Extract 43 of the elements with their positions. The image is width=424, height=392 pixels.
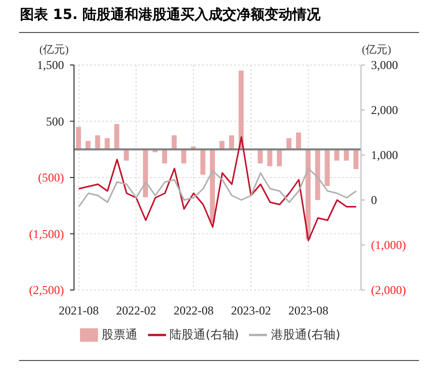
bar — [276, 149, 282, 166]
legend-label: 股票通 — [102, 327, 138, 342]
line-series — [78, 136, 357, 242]
bar — [267, 149, 272, 166]
y-tick-label: (1,500) — [29, 226, 64, 241]
x-tick-label: 2023-08 — [288, 304, 328, 318]
bar — [104, 138, 110, 150]
y2-tick-label: 1,000 — [371, 148, 398, 162]
x-tick-label: 2022-02 — [116, 304, 156, 318]
bar — [296, 132, 302, 150]
chart-title: 图表 15. 陆股通和港股通买入成交净额变动情况 — [20, 6, 321, 24]
x-tick-label: 2023-02 — [230, 304, 271, 318]
legend-label: 陆股通(右轴) — [170, 327, 239, 342]
y-axis-title: (亿元) — [39, 44, 69, 56]
y2-tick-label: 3,000 — [371, 58, 398, 72]
y-tick-label: 500 — [46, 114, 64, 128]
bar — [172, 135, 177, 150]
bar — [286, 138, 292, 150]
bar — [95, 135, 100, 150]
bar — [353, 149, 358, 170]
x-tick-label: 2021-08 — [58, 304, 99, 318]
y2-tick-label: 2,000 — [371, 103, 398, 117]
bar — [162, 149, 168, 164]
bar — [181, 149, 186, 164]
bar — [114, 124, 120, 150]
bar — [258, 149, 263, 164]
bar — [76, 126, 81, 150]
bar — [315, 149, 320, 200]
legend-label: 港股通(右轴) — [271, 327, 340, 342]
line-series — [78, 168, 357, 208]
x-tick-label: 2022-08 — [174, 304, 214, 318]
y-tick-label: (500) — [38, 170, 64, 184]
y2-axis-title: (亿元) — [362, 44, 392, 56]
y-tick-label: (2,500) — [29, 283, 64, 297]
y2-tick-label: 0 — [371, 193, 377, 207]
bar — [324, 149, 330, 186]
y2-tick-label: (1,000) — [371, 238, 406, 252]
y-tick-label: 1,500 — [37, 58, 64, 72]
bar — [142, 149, 148, 198]
y2-tick-label: (2,000) — [371, 283, 406, 297]
bar — [238, 70, 244, 150]
bar — [200, 149, 206, 175]
bar — [229, 135, 234, 150]
